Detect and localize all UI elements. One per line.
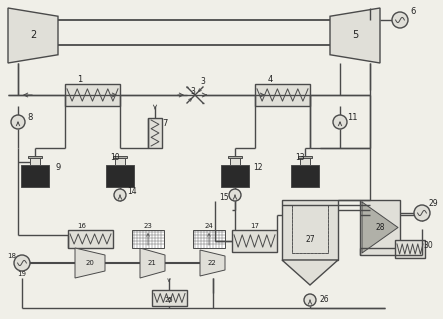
- Bar: [292, 205, 328, 253]
- Bar: [28, 156, 42, 158]
- Text: 11: 11: [347, 114, 357, 122]
- Polygon shape: [140, 248, 165, 278]
- Text: 6: 6: [410, 8, 416, 17]
- Text: 9: 9: [55, 164, 61, 173]
- Text: 25: 25: [165, 297, 173, 303]
- Polygon shape: [8, 8, 58, 63]
- Bar: [282, 200, 338, 260]
- Text: 22: 22: [208, 260, 216, 266]
- Polygon shape: [282, 260, 338, 285]
- Bar: [65, 84, 120, 106]
- Text: 20: 20: [85, 260, 94, 266]
- Bar: [291, 165, 319, 187]
- Text: 10: 10: [110, 153, 120, 162]
- Circle shape: [392, 12, 408, 28]
- Bar: [30, 158, 40, 165]
- Text: 18: 18: [8, 253, 16, 259]
- Bar: [115, 158, 125, 165]
- Bar: [360, 200, 400, 255]
- Text: 29: 29: [428, 199, 438, 209]
- Bar: [395, 240, 425, 258]
- Bar: [21, 165, 49, 187]
- Circle shape: [414, 205, 430, 221]
- Text: 27: 27: [305, 235, 315, 244]
- Bar: [228, 156, 242, 158]
- Text: 1: 1: [78, 76, 83, 85]
- Text: 14: 14: [127, 188, 137, 197]
- Bar: [230, 158, 240, 165]
- Bar: [132, 230, 164, 248]
- Circle shape: [333, 115, 347, 129]
- Polygon shape: [330, 8, 380, 63]
- Text: 2: 2: [30, 31, 36, 41]
- Text: 28: 28: [375, 223, 385, 232]
- Text: 5: 5: [352, 31, 358, 41]
- Circle shape: [14, 255, 30, 271]
- Polygon shape: [75, 248, 105, 278]
- Text: 23: 23: [144, 223, 152, 229]
- Polygon shape: [200, 250, 225, 276]
- Text: 24: 24: [205, 223, 214, 229]
- Text: 19: 19: [18, 271, 27, 277]
- Text: 15: 15: [219, 194, 229, 203]
- Text: 8: 8: [27, 114, 33, 122]
- Text: 30: 30: [423, 241, 433, 250]
- Bar: [106, 165, 134, 187]
- Circle shape: [229, 189, 241, 201]
- Circle shape: [304, 294, 316, 306]
- Bar: [255, 84, 310, 106]
- Bar: [300, 158, 310, 165]
- Circle shape: [11, 115, 25, 129]
- Bar: [232, 230, 277, 252]
- Text: 26: 26: [319, 295, 329, 305]
- Bar: [148, 118, 162, 148]
- Bar: [193, 230, 225, 248]
- Text: 12: 12: [253, 164, 263, 173]
- Bar: [113, 156, 127, 158]
- Bar: [68, 230, 113, 248]
- Text: 3: 3: [201, 77, 206, 85]
- Text: 17: 17: [250, 223, 260, 229]
- Text: 16: 16: [78, 223, 86, 229]
- Text: 7: 7: [162, 118, 168, 128]
- Text: 21: 21: [148, 260, 156, 266]
- Circle shape: [114, 189, 126, 201]
- Text: 13: 13: [295, 153, 305, 162]
- Polygon shape: [362, 202, 398, 253]
- Bar: [221, 165, 249, 187]
- Text: 3: 3: [190, 86, 195, 95]
- Bar: [152, 290, 187, 306]
- Text: 4: 4: [268, 76, 272, 85]
- Bar: [298, 156, 312, 158]
